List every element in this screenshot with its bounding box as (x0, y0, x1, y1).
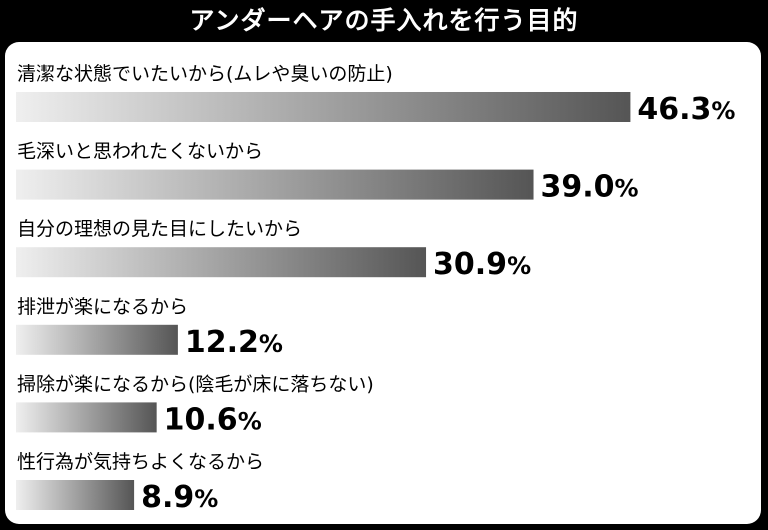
category-label: 排泄が楽になるから (17, 296, 188, 318)
category-label: 清潔な状態でいたいから(ムレや臭いの防止) (17, 63, 393, 85)
chart-panel: 清潔な状態でいたいから(ムレや臭いの防止) 46.3% 毛深いと思われたくないから 3… (5, 42, 761, 524)
value-label: 8.9% (141, 480, 218, 515)
value-label: 46.3% (637, 92, 735, 127)
category-label: 自分の理想の見た目にしたいから (17, 218, 302, 240)
bar (16, 247, 427, 278)
category-label: 性行為が気持ちよくなるから (17, 451, 264, 473)
value-label: 30.9% (433, 247, 531, 282)
bar (16, 324, 178, 355)
bar (16, 169, 534, 200)
bar-chart: 清潔な状態でいたいから(ムレや臭いの防止) 46.3% 毛深いと思われたくないから 3… (16, 63, 735, 515)
value-label: 12.2% (185, 325, 283, 360)
value-label: 10.6% (164, 402, 262, 437)
bar (16, 480, 135, 510)
bar (16, 92, 631, 122)
category-label: 掃除が楽になるから(陰毛が床に落ちない) (17, 373, 374, 395)
bar (16, 402, 157, 433)
chart-title: アンダーヘアの手入れを行う目的 (189, 6, 579, 35)
value-label: 39.0% (541, 170, 639, 205)
category-label: 毛深いと思われたくないから (17, 141, 263, 163)
